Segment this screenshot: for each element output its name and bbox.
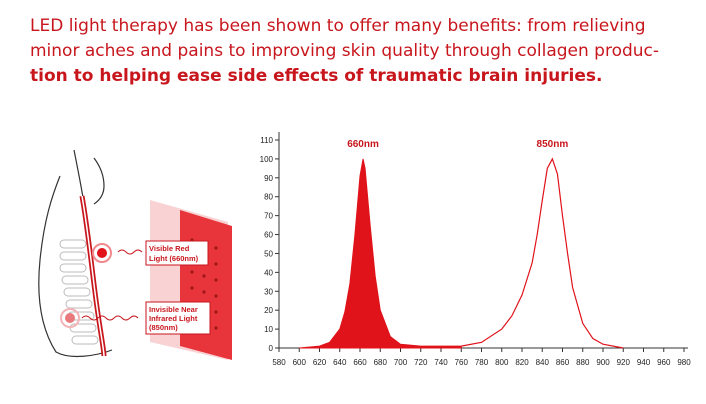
x-tick-label: 860 bbox=[556, 358, 570, 367]
nir-light-point bbox=[65, 313, 75, 323]
x-tick-label: 680 bbox=[374, 358, 388, 367]
intro-line-1: LED light therapy has been shown to offe… bbox=[30, 16, 646, 36]
x-tick-label: 620 bbox=[313, 358, 327, 367]
callout-red-line-2: Light (660nm) bbox=[149, 254, 199, 263]
y-tick-label: 10 bbox=[264, 325, 273, 334]
led-panel bbox=[180, 210, 232, 360]
x-tick-label: 760 bbox=[455, 358, 469, 367]
y-tick-label: 90 bbox=[264, 174, 273, 183]
callout-nir-box bbox=[145, 301, 211, 335]
callout-nir-line-1: Invisible Near bbox=[149, 305, 198, 314]
series-660nm-label: 660nm bbox=[347, 139, 379, 150]
x-ticks: 580 600 620 640 660 680 700 720 740 760 780 800 820 8… bbox=[272, 348, 691, 367]
x-tick-label: 600 bbox=[293, 358, 307, 367]
x-tick-label: 820 bbox=[515, 358, 529, 367]
spectrum-chart: 0 10 20 30 40 50 60 70 80 90 100 110 580 600 620 640 66… bbox=[260, 132, 691, 367]
y-tick-label: 30 bbox=[264, 287, 273, 296]
callout-nir-line-2: Infrared Light bbox=[149, 314, 198, 323]
intro-line-3: tion to helping ease side effects of tra… bbox=[30, 66, 603, 86]
callout-nir-line-3: (850nm) bbox=[149, 323, 178, 332]
series-layer bbox=[299, 157, 624, 349]
x-tick-label: 980 bbox=[677, 358, 691, 367]
y-tick-label: 80 bbox=[264, 193, 273, 202]
series-660nm-area bbox=[299, 158, 462, 349]
x-tick-label: 900 bbox=[596, 358, 610, 367]
head-outline bbox=[93, 157, 105, 205]
x-tick-label: 960 bbox=[657, 358, 671, 367]
callout-red-box bbox=[145, 240, 209, 266]
y-tick-label: 0 bbox=[269, 344, 274, 353]
y-tick-label: 100 bbox=[260, 155, 274, 164]
y-tick-label: 70 bbox=[264, 212, 273, 221]
nir-light-glow bbox=[60, 308, 80, 328]
callout-nir-wave bbox=[81, 315, 139, 321]
intro-paragraph: LED light therapy has been shown to offe… bbox=[30, 14, 690, 89]
x-tick-label: 720 bbox=[414, 358, 428, 367]
callout-red: Visible Red Light (660nm) bbox=[117, 240, 209, 266]
series-850nm-line bbox=[461, 157, 624, 349]
x-tick-label: 840 bbox=[536, 358, 550, 367]
y-tick-label: 60 bbox=[264, 231, 273, 240]
neck-outline bbox=[73, 149, 85, 205]
callout-red-line-1: Visible Red bbox=[149, 244, 190, 253]
body-outline bbox=[38, 175, 113, 358]
x-tick-label: 660 bbox=[353, 358, 367, 367]
x-tick-label: 940 bbox=[637, 358, 651, 367]
red-light-glow bbox=[92, 243, 112, 263]
intro-line-2: minor aches and pains to improving skin … bbox=[30, 41, 660, 61]
x-tick-label: 580 bbox=[272, 358, 286, 367]
body-illustration bbox=[38, 149, 113, 358]
x-tick-label: 740 bbox=[434, 358, 448, 367]
y-ticks: 0 10 20 30 40 50 60 70 80 90 100 110 bbox=[260, 136, 279, 353]
peak-labels: 660nm 850nm bbox=[347, 139, 568, 150]
y-tick-label: 110 bbox=[260, 136, 273, 145]
red-light-point bbox=[97, 248, 107, 258]
callout-red-wave bbox=[117, 249, 143, 255]
x-tick-label: 800 bbox=[495, 358, 509, 367]
x-tick-label: 640 bbox=[333, 358, 347, 367]
y-tick-label: 20 bbox=[264, 306, 273, 315]
callout-nir: Invisible Near Infrared Light (850nm) bbox=[81, 301, 211, 335]
x-tick-label: 700 bbox=[394, 358, 408, 367]
x-tick-label: 780 bbox=[475, 358, 489, 367]
x-tick-label: 920 bbox=[617, 358, 631, 367]
y-tick-label: 40 bbox=[264, 268, 273, 277]
y-tick-label: 50 bbox=[264, 249, 273, 258]
x-tick-label: 880 bbox=[576, 358, 590, 367]
series-850nm-label: 850nm bbox=[537, 139, 569, 150]
spine-inner bbox=[81, 195, 105, 357]
